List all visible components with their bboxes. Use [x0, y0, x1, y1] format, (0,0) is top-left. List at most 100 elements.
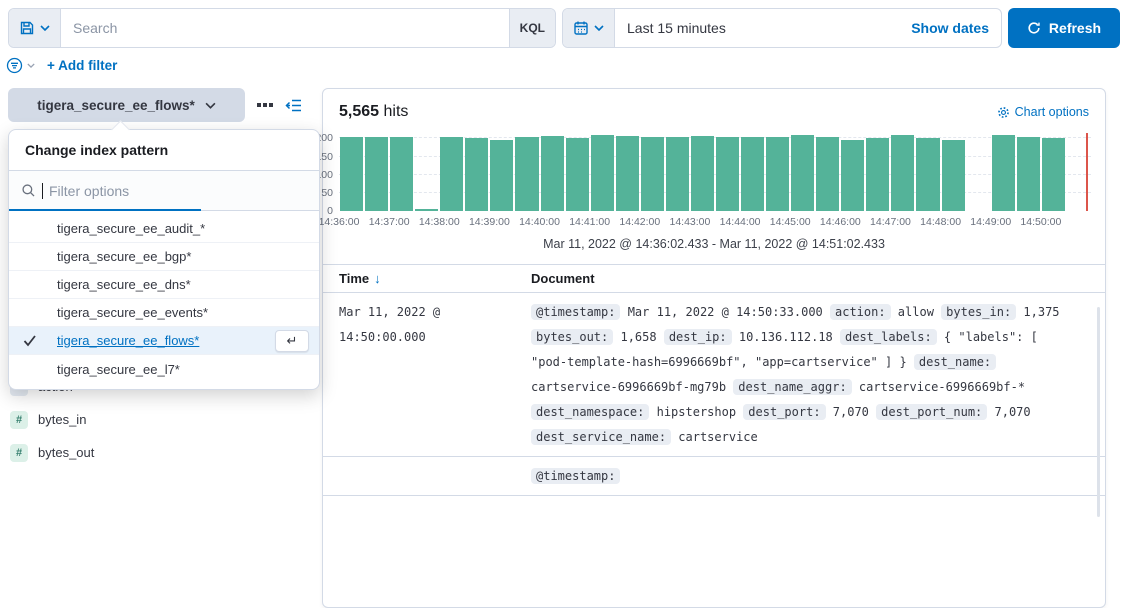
index-pattern-switch-button[interactable]: tigera_secure_ee_flows*	[8, 88, 245, 122]
index-pattern-option[interactable]: tigera_secure_ee_bgp*	[9, 243, 319, 271]
table-row[interactable]: @timestamp:	[323, 457, 1105, 496]
query-language-button[interactable]: KQL	[508, 9, 555, 47]
field-value: 7,070	[825, 405, 877, 419]
time-column-label: Time	[339, 271, 370, 286]
gear-icon	[997, 106, 1010, 119]
histogram-bar-fill	[941, 140, 965, 211]
sidebar-field-name: bytes_in	[38, 412, 87, 427]
histogram-bar-fill	[615, 136, 639, 211]
histogram-bar[interactable]	[815, 133, 840, 211]
index-pattern-option[interactable]: tigera_secure_ee_flows* ↵	[9, 327, 319, 355]
refresh-icon	[1027, 21, 1041, 35]
x-axis-tick-label: 14:43:00	[669, 216, 711, 228]
index-pattern-option[interactable]: tigera_secure_ee_dns*	[9, 271, 319, 299]
add-filter-button[interactable]: + Add filter	[47, 57, 118, 73]
chart-options-label: Chart options	[1014, 105, 1089, 119]
field-name-badge: dest_name_aggr:	[733, 379, 852, 395]
field-name-badge: bytes_out:	[531, 329, 614, 345]
field-value: cartservice-6996669bf-*	[851, 380, 1026, 394]
search-input[interactable]	[61, 9, 509, 47]
histogram-bar[interactable]	[414, 133, 439, 211]
sidebar-field-item[interactable]: # bytes_in	[10, 403, 310, 436]
table-row[interactable]: Mar 11, 2022 @ 14:50:00.000 @timestamp: M…	[323, 293, 1105, 457]
return-key-icon[interactable]: ↵	[275, 329, 309, 352]
histogram-bar[interactable]	[1041, 133, 1066, 211]
histogram-bars	[339, 133, 1091, 211]
time-column-header[interactable]: Time ↓	[339, 271, 531, 286]
chart-options-button[interactable]: Chart options	[997, 105, 1089, 119]
x-axis-tick-label: 14:41:00	[569, 216, 611, 228]
histogram-bar[interactable]	[540, 133, 565, 211]
histogram-bar[interactable]	[615, 133, 640, 211]
chevron-down-icon	[40, 25, 50, 31]
histogram-bar[interactable]	[665, 133, 690, 211]
histogram-bar[interactable]	[389, 133, 414, 211]
filter-options-input[interactable]	[49, 182, 307, 199]
histogram-bar-fill	[515, 136, 539, 211]
field-value: 7,070	[987, 405, 1031, 419]
histogram-bar[interactable]	[640, 133, 665, 211]
index-pattern-option-label: tigera_secure_ee_l7*	[57, 361, 180, 377]
x-axis-tick-label: 14:50:00	[1020, 216, 1062, 228]
histogram-bar[interactable]	[439, 133, 464, 211]
field-value: allow	[890, 305, 942, 319]
histogram-bar-fill	[640, 136, 664, 211]
time-range-value[interactable]: Last 15 minutes	[627, 20, 726, 36]
index-filter-searchbox[interactable]	[9, 171, 319, 211]
histogram-bar-fill	[1041, 138, 1065, 211]
documents-table: Time ↓ Document Mar 11, 2022 @ 14:50:00.…	[323, 264, 1105, 496]
check-icon	[23, 334, 43, 347]
histogram-bar[interactable]	[941, 133, 966, 211]
x-axis-tick-label: 14:47:00	[870, 216, 911, 228]
table-scrollbar[interactable]	[1097, 307, 1100, 517]
table-header: Time ↓ Document	[323, 265, 1105, 293]
field-value: hipstershop	[649, 405, 744, 419]
histogram-bar-fill	[340, 136, 364, 211]
histogram-bar[interactable]	[1016, 133, 1041, 211]
field-options-icon[interactable]	[257, 103, 273, 107]
focus-underline	[9, 209, 202, 211]
histogram-bar-fill	[365, 136, 389, 211]
show-dates-button[interactable]: Show dates	[911, 20, 989, 36]
index-pattern-option[interactable]: tigera_secure_ee_events*	[9, 299, 319, 327]
top-query-bar: KQL Last 15 minutes Show dates Refresh	[0, 0, 1128, 48]
index-pattern-option[interactable]: tigera_secure_ee_audit_*	[9, 215, 319, 243]
document-column-header: Document	[531, 271, 595, 286]
histogram-bar-fill	[665, 136, 689, 211]
histogram-bar[interactable]	[715, 133, 740, 211]
quick-date-menu-button[interactable]	[563, 9, 615, 47]
histogram-bar[interactable]	[890, 133, 915, 211]
histogram-chart: 0 50 100 150 200 14:36:00 14:37:00 14:38:00 14:…	[315, 132, 1091, 232]
histogram-bar[interactable]	[740, 133, 765, 211]
histogram-bar-fill	[916, 138, 940, 211]
histogram-bar[interactable]	[464, 133, 489, 211]
histogram-bar[interactable]	[339, 133, 364, 211]
time-cell	[339, 464, 531, 489]
histogram-bar[interactable]	[991, 133, 1016, 211]
field-value: cartservice	[671, 430, 758, 444]
histogram-bar-fill	[690, 136, 714, 211]
field-name-badge: dest_service_name:	[531, 429, 672, 445]
refresh-button[interactable]: Refresh	[1008, 8, 1120, 48]
x-axis-tick-label: 14:45:00	[769, 216, 811, 228]
histogram-bar[interactable]	[966, 133, 991, 211]
histogram-bar[interactable]	[840, 133, 865, 211]
histogram-bar[interactable]	[865, 133, 890, 211]
gridline	[339, 173, 1091, 175]
histogram-bar[interactable]	[790, 133, 815, 211]
histogram-bar[interactable]	[915, 133, 940, 211]
histogram-bar[interactable]	[514, 133, 539, 211]
histogram-bar[interactable]	[765, 133, 790, 211]
histogram-bar-fill	[891, 134, 915, 211]
histogram-bar[interactable]	[489, 133, 514, 211]
histogram-bar[interactable]	[590, 133, 615, 211]
sidebar-field-item[interactable]: # bytes_out	[10, 436, 310, 469]
histogram-bar[interactable]	[364, 133, 389, 211]
histogram-bar[interactable]	[565, 133, 590, 211]
histogram-bar[interactable]	[690, 133, 715, 211]
collapse-sidebar-icon[interactable]	[285, 98, 302, 113]
search-field-group: KQL	[8, 8, 556, 48]
saved-query-menu-button[interactable]	[9, 9, 61, 47]
index-pattern-option[interactable]: tigera_secure_ee_l7*	[9, 355, 319, 383]
filter-set-icon[interactable]	[6, 57, 23, 74]
